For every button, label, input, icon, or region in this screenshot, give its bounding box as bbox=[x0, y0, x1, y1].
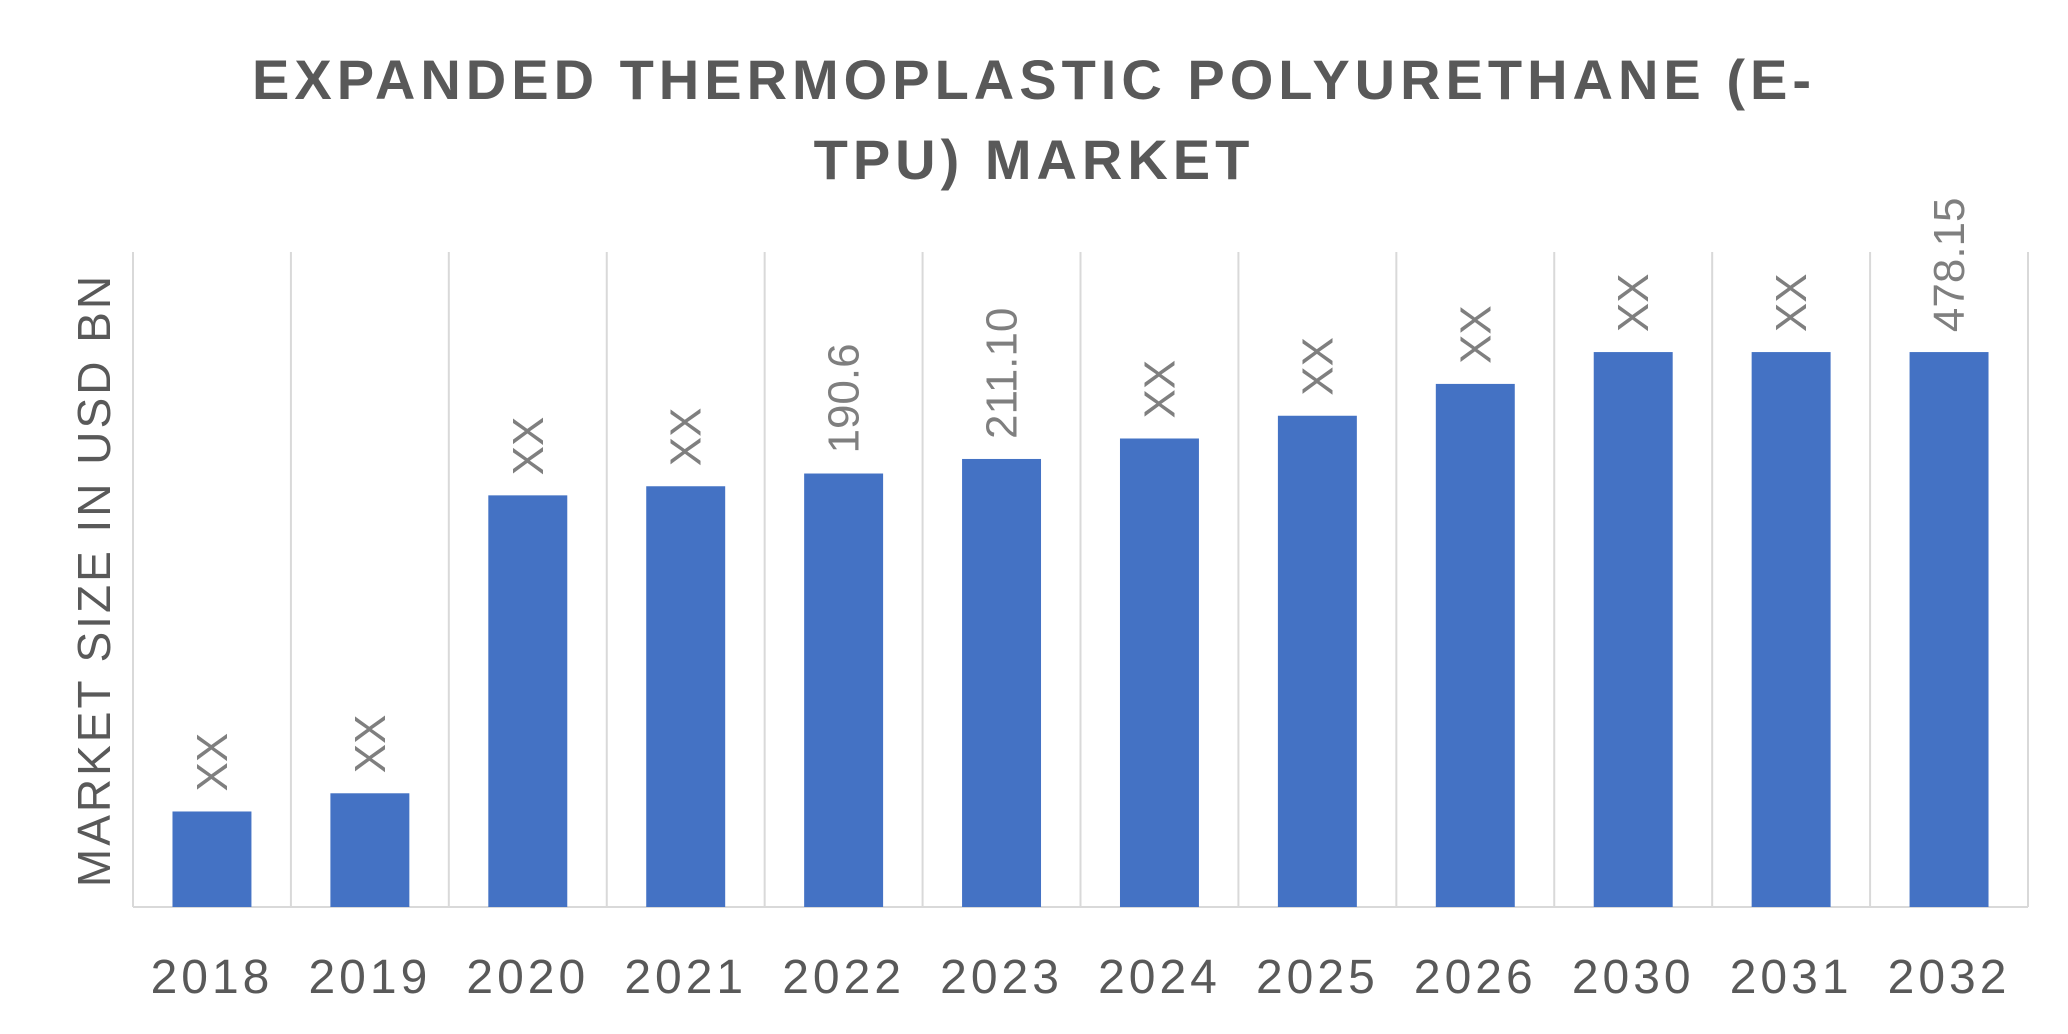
data-label-2021: XX bbox=[662, 408, 711, 467]
bar-2020 bbox=[488, 495, 568, 907]
data-label-2022: 190.6 bbox=[820, 343, 869, 453]
x-tick-label-2018: 2018 bbox=[151, 951, 274, 1004]
x-tick-label-2032: 2032 bbox=[1888, 951, 2011, 1004]
bar-2026 bbox=[1435, 383, 1515, 907]
bar-2019 bbox=[330, 793, 410, 907]
data-label-2032: 478.15 bbox=[1925, 197, 1974, 332]
x-tick-label-2030: 2030 bbox=[1572, 951, 1695, 1004]
data-label-2024: XX bbox=[1135, 360, 1184, 419]
data-label-2023: 211.10 bbox=[978, 308, 1027, 439]
bar-2024 bbox=[1119, 438, 1199, 907]
x-tick-label-2021: 2021 bbox=[624, 951, 747, 1004]
x-tick-label-2022: 2022 bbox=[782, 951, 905, 1004]
x-tick-label-2020: 2020 bbox=[466, 951, 589, 1004]
bar-2025 bbox=[1277, 415, 1357, 907]
data-label-2018: XX bbox=[188, 733, 237, 792]
chart-title: EXPANDED THERMOPLASTIC POLYURETHANE (E-T… bbox=[252, 48, 1816, 191]
data-label-2030: XX bbox=[1609, 273, 1658, 332]
x-tick-label-2031: 2031 bbox=[1730, 951, 1853, 1004]
data-label-2031: XX bbox=[1767, 273, 1816, 332]
bar-2032 bbox=[1909, 352, 1989, 907]
bar-2030 bbox=[1593, 352, 1673, 907]
bar-2023 bbox=[962, 458, 1042, 907]
x-tick-label-2019: 2019 bbox=[308, 951, 431, 1004]
x-tick-label-2026: 2026 bbox=[1414, 951, 1537, 1004]
x-tick-label-2025: 2025 bbox=[1256, 951, 1379, 1004]
data-label-2026: XX bbox=[1451, 305, 1500, 364]
bar-2022 bbox=[804, 473, 884, 907]
data-label-2019: XX bbox=[346, 715, 395, 774]
data-label-2020: XX bbox=[504, 417, 553, 476]
bar-2018 bbox=[172, 811, 252, 907]
x-tick-label-2023: 2023 bbox=[940, 951, 1063, 1004]
bar-2021 bbox=[646, 486, 726, 907]
x-tick-label-2024: 2024 bbox=[1098, 951, 1221, 1004]
bar-2031 bbox=[1751, 352, 1831, 907]
data-label-2025: XX bbox=[1293, 337, 1342, 396]
